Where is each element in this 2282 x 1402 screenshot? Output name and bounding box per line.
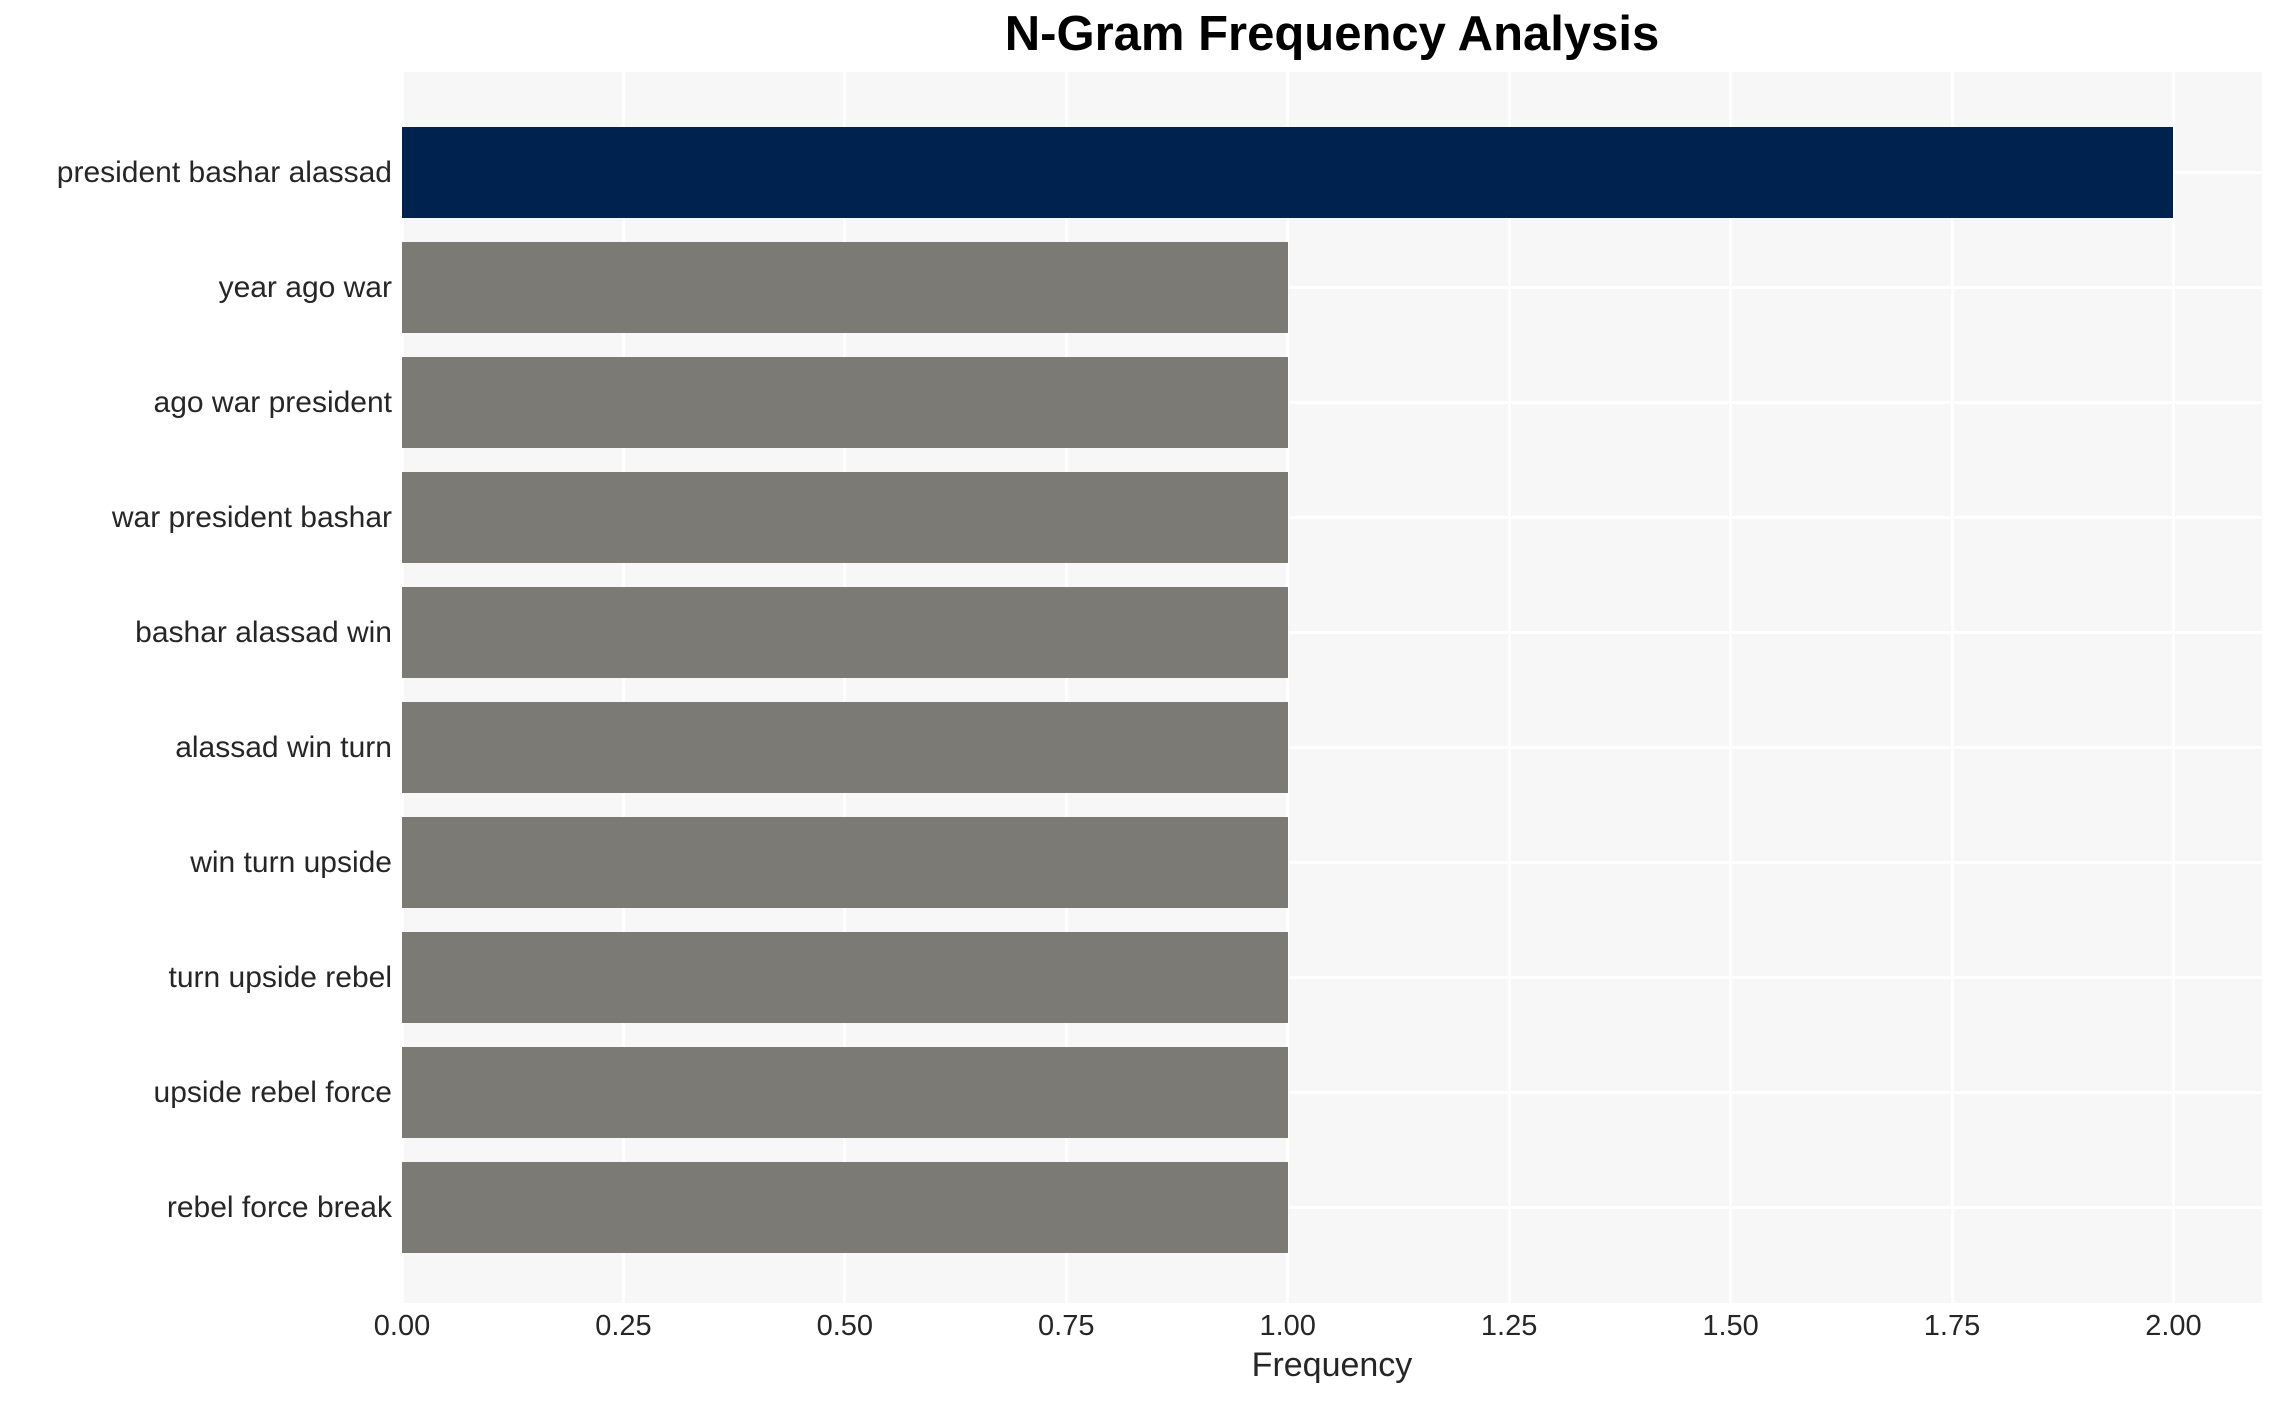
gridline-horizontal <box>402 1206 2262 1209</box>
bar-war-president-bashar <box>402 472 1288 563</box>
x-tick-label: 0.00 <box>373 1310 431 1342</box>
gridline-vertical <box>621 72 625 1303</box>
gridline-horizontal <box>402 976 2262 979</box>
gridline-horizontal <box>402 516 2262 519</box>
x-tick-label: 2.00 <box>2145 1310 2202 1342</box>
chart-title: N-Gram Frequency Analysis <box>1004 7 1660 61</box>
gridline-vertical <box>1286 72 1290 1303</box>
y-tick-label: ago war president <box>153 385 392 419</box>
gridline-horizontal <box>402 861 2262 864</box>
y-tick-label: year ago war <box>218 270 392 304</box>
x-axis-label: Frequency <box>1251 1346 1413 1384</box>
gridline-vertical <box>1950 72 1954 1303</box>
y-tick-label: rebel force break <box>166 1190 392 1224</box>
y-tick-label: upside rebel force <box>153 1075 392 1109</box>
x-tick-label: 0.75 <box>1038 1310 1095 1342</box>
x-tick-label: 1.75 <box>1923 1310 1981 1342</box>
x-tick-label: 0.25 <box>595 1310 652 1342</box>
y-tick-label: war president bashar <box>111 500 392 534</box>
y-tick-label: win turn upside <box>190 845 392 879</box>
bar-year-ago-war <box>402 242 1288 333</box>
bar-ago-war-president <box>402 357 1288 448</box>
bar-president-bashar-alassad <box>402 127 2174 218</box>
y-tick-label: turn upside rebel <box>168 960 392 994</box>
x-tick-label: 0.50 <box>816 1310 874 1342</box>
plot-area <box>400 72 2262 1303</box>
bar-alassad-win-turn <box>402 702 1288 793</box>
gridline-vertical <box>843 72 847 1303</box>
gridline-vertical <box>2171 72 2175 1303</box>
y-tick-label: president bashar alassad <box>56 155 392 189</box>
y-tick-label: bashar alassad win <box>135 615 392 649</box>
x-tick-label: 1.50 <box>1702 1310 1759 1342</box>
bar-upside-rebel-force <box>402 1047 1288 1138</box>
bar-rebel-force-break <box>402 1162 1288 1253</box>
y-tick-label: alassad win turn <box>175 730 392 764</box>
gridline-vertical <box>1064 72 1068 1303</box>
gridline-horizontal <box>402 401 2262 404</box>
gridline-vertical <box>1507 72 1511 1303</box>
x-tick-label: 1.00 <box>1259 1310 1316 1342</box>
bar-bashar-alassad-win <box>402 587 1288 678</box>
gridline-horizontal <box>402 286 2262 289</box>
gridline-vertical <box>1729 72 1733 1303</box>
gridline-horizontal <box>402 1091 2262 1094</box>
x-tick-label: 1.25 <box>1480 1310 1538 1342</box>
gridline-horizontal <box>402 631 2262 634</box>
gridline-horizontal <box>402 746 2262 749</box>
bar-win-turn-upside <box>402 817 1288 908</box>
gridline-vertical <box>400 72 404 1303</box>
bar-turn-upside-rebel <box>402 932 1288 1023</box>
